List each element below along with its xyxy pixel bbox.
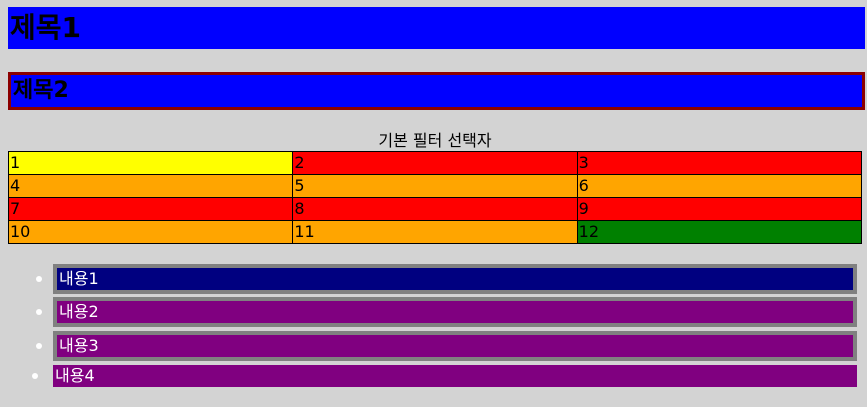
table-row: 10 11 12 <box>7 220 863 244</box>
table-cell: 3 <box>576 151 863 175</box>
cell-text: 7 <box>10 199 21 218</box>
table-cell: 9 <box>576 197 863 221</box>
list-item: 내용1 <box>36 264 857 294</box>
bullet-icon <box>36 309 42 315</box>
cell-text: 8 <box>294 199 305 218</box>
cell-text: 12 <box>578 222 600 241</box>
table-cell: 5 <box>292 174 578 198</box>
cell-text: 4 <box>10 176 21 195</box>
list-item: 내용4 <box>32 365 857 387</box>
table-cell: 7 <box>7 197 294 221</box>
list-item-label: 내용4 <box>55 366 95 385</box>
table-row: 1 2 3 <box>7 151 863 175</box>
cell-text: 6 <box>578 176 589 195</box>
list-item-label: 내용3 <box>59 336 99 355</box>
table-row: 4 5 6 <box>7 174 863 198</box>
heading-1: 제목1 <box>8 7 865 49</box>
cell-text: 11 <box>294 222 315 241</box>
bullet-icon <box>36 343 42 349</box>
cell-text: 1 <box>10 153 21 172</box>
bullet-icon <box>32 373 38 379</box>
bullet-icon <box>36 276 42 282</box>
table-cell: 6 <box>576 174 863 198</box>
cell-text: 2 <box>294 153 305 172</box>
table-cell: 8 <box>292 197 578 221</box>
list-item-label: 내용2 <box>59 302 99 321</box>
table-cell: 4 <box>7 174 294 198</box>
list-item: 내용3 <box>36 331 857 361</box>
heading-2: 제목2 <box>8 72 865 110</box>
cell-text: 10 <box>10 222 31 241</box>
list-item: 내용2 <box>36 297 857 327</box>
list-item-label: 내용1 <box>59 269 99 288</box>
table-cell: 10 <box>7 220 294 244</box>
table-cell: 12 <box>576 220 863 244</box>
table-caption: 기본 필터 선택자 <box>378 131 492 150</box>
table-cell: 2 <box>292 151 578 175</box>
cell-text: 5 <box>294 176 305 195</box>
table-cell: 1 <box>7 151 294 175</box>
table-cell: 11 <box>292 220 578 244</box>
color-grid-table: 1 2 3 4 5 6 7 8 9 10 11 12 <box>7 151 863 244</box>
table-row: 7 8 9 <box>7 197 863 221</box>
cell-text: 9 <box>578 199 589 218</box>
cell-text: 3 <box>578 153 589 172</box>
